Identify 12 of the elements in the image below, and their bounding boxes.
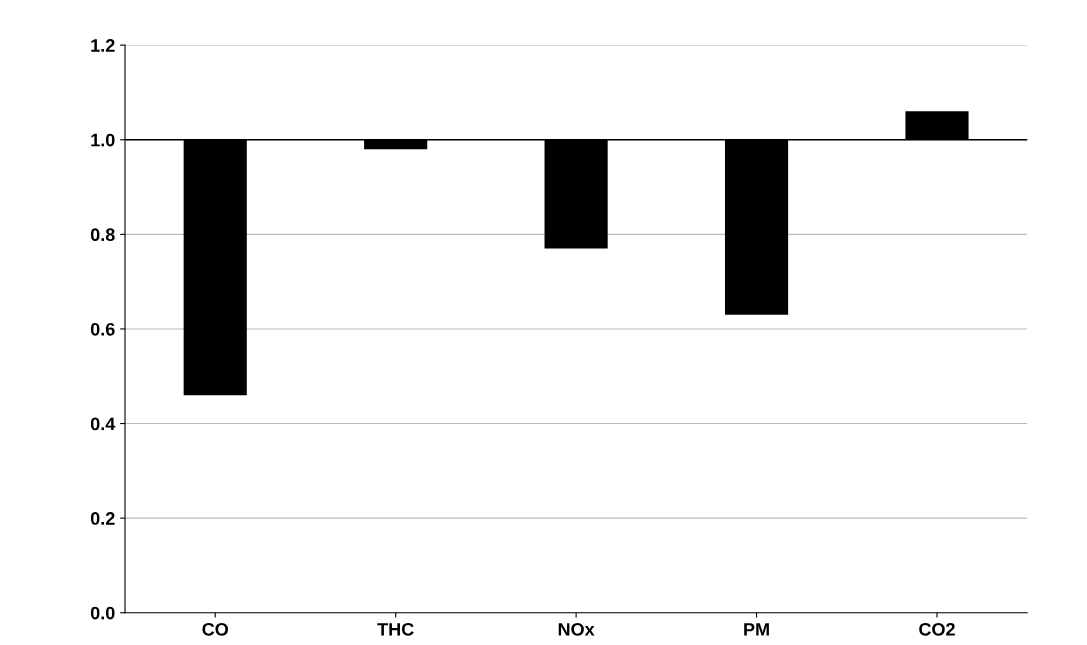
y-tick-label: 1.0	[91, 133, 115, 147]
x-tick-label: CO	[202, 622, 229, 636]
y-tick-label: 0.6	[90, 322, 115, 336]
y-tick-label: 0.0	[90, 606, 115, 620]
y-tick-label: 1.2	[91, 39, 115, 52]
y-tick-label: 0.8	[90, 228, 115, 242]
x-tick-label: CO2	[919, 622, 955, 636]
x-tick-label: NOx	[558, 622, 595, 636]
y-tick-label: 0.4	[90, 417, 116, 431]
y-tick-label: 0.2	[90, 512, 115, 525]
x-tick-label: THC	[377, 622, 414, 636]
x-tick-label: PM	[744, 623, 769, 636]
